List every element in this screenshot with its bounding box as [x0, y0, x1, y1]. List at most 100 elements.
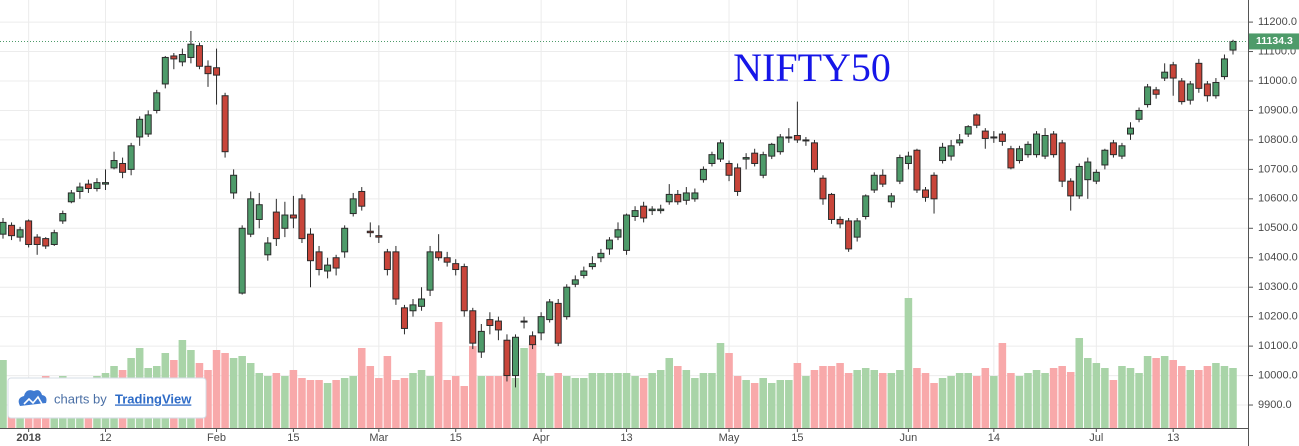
- candle-body: [563, 286, 571, 318]
- y-tick-label: 10500.0: [1258, 222, 1298, 234]
- candle-body: [144, 114, 152, 135]
- volume-bar: [332, 380, 340, 428]
- candle-body: [1050, 133, 1058, 156]
- candle-body: [674, 193, 682, 203]
- candle-body: [136, 118, 144, 138]
- candle-body: [400, 307, 408, 329]
- candle-body: [529, 335, 537, 346]
- candle-body: [195, 45, 203, 67]
- candle-body: [580, 270, 588, 276]
- candle-body: [648, 208, 656, 212]
- x-tick-label: 13: [620, 432, 632, 444]
- volume-bar: [597, 373, 605, 428]
- candle-body: [759, 154, 767, 176]
- candle-body: [460, 266, 468, 312]
- volume-bar: [870, 370, 879, 428]
- volume-bar: [392, 380, 400, 428]
- volume-bar: [486, 376, 494, 428]
- watermark-brand[interactable]: TradingView: [115, 391, 192, 406]
- chart-title: NIFTY50: [733, 45, 891, 90]
- volume-bar: [1041, 373, 1049, 428]
- candle-body: [230, 174, 238, 194]
- candle-body: [59, 213, 67, 222]
- volume-bar: [238, 356, 246, 428]
- overlay-layer: NIFTY50: [0, 40, 1248, 90]
- volume-bar: [639, 378, 648, 428]
- candle-body: [204, 65, 212, 75]
- candle-body: [110, 160, 118, 169]
- candle-body: [742, 157, 750, 160]
- candle-body: [84, 183, 92, 190]
- y-tick-label: 10700.0: [1258, 163, 1298, 175]
- volume-bar: [1024, 373, 1032, 428]
- candle-body: [512, 336, 519, 377]
- candle-body: [939, 146, 947, 162]
- candle-body: [768, 143, 776, 157]
- candle-body: [494, 320, 502, 331]
- candle-body: [1075, 165, 1083, 197]
- volume-bar: [921, 373, 930, 428]
- candle-body: [1220, 58, 1228, 78]
- watermark[interactable]: charts by TradingView: [7, 377, 207, 419]
- volume-bar: [1203, 366, 1212, 428]
- volume-bar: [1152, 358, 1160, 428]
- volume-bar: [349, 376, 357, 428]
- x-tick-label: 2018: [16, 432, 40, 444]
- y-tick-label: 10900.0: [1258, 104, 1298, 116]
- volume-bar: [827, 366, 836, 428]
- candle-body: [264, 242, 272, 256]
- volume-bar: [580, 378, 588, 428]
- y-tick-label: 10800.0: [1258, 134, 1298, 146]
- volume-bar: [776, 380, 785, 428]
- candle-body: [409, 304, 417, 312]
- volume-bar: [879, 373, 887, 428]
- volume-bar: [281, 376, 289, 428]
- candle-body: [0, 221, 7, 235]
- volume-bar: [315, 380, 323, 428]
- candle-body: [623, 214, 631, 251]
- candle-body: [998, 133, 1006, 142]
- volume-bar: [1135, 373, 1143, 428]
- candle-body: [571, 279, 579, 285]
- candle-body: [554, 302, 562, 344]
- volume-bar: [742, 380, 750, 428]
- candle-body: [93, 182, 101, 190]
- candle-body: [315, 251, 323, 271]
- volume-bar: [357, 348, 366, 428]
- x-tick-label: 15: [791, 432, 803, 444]
- candle-body: [153, 92, 161, 111]
- candle-body: [913, 149, 921, 191]
- volume-bar: [614, 373, 622, 428]
- volume-bar: [229, 358, 238, 428]
- candle-body: [1195, 62, 1203, 89]
- candle-body: [1178, 80, 1186, 103]
- y-tick-label: 10000.0: [1258, 369, 1298, 381]
- x-tick-label: Feb: [207, 432, 226, 444]
- candle-body: [16, 229, 24, 238]
- candle-body: [776, 136, 784, 153]
- volume-bar: [0, 360, 7, 428]
- candle-body: [717, 142, 724, 160]
- candle-body: [1127, 127, 1134, 135]
- candle-body: [904, 155, 912, 164]
- candle-body: [964, 126, 972, 135]
- volume-bar: [1075, 338, 1084, 428]
- volume-bar: [1195, 370, 1203, 428]
- volume-bar: [1186, 370, 1195, 428]
- volume-bar: [1032, 370, 1041, 428]
- volume-bar: [930, 383, 938, 428]
- x-tick-label: Mar: [369, 432, 388, 444]
- candle-body: [119, 162, 127, 173]
- candle-body: [1084, 161, 1092, 181]
- candle-body: [76, 186, 84, 192]
- volume-bar: [221, 353, 229, 428]
- candle-body: [614, 229, 622, 238]
- volume-bar: [255, 373, 264, 428]
- volume-bar: [716, 343, 725, 428]
- candle-body: [657, 208, 665, 212]
- candle-body: [1212, 81, 1220, 97]
- candle-body: [520, 320, 528, 323]
- volume-bar: [264, 376, 272, 428]
- volume-bar: [1015, 376, 1024, 428]
